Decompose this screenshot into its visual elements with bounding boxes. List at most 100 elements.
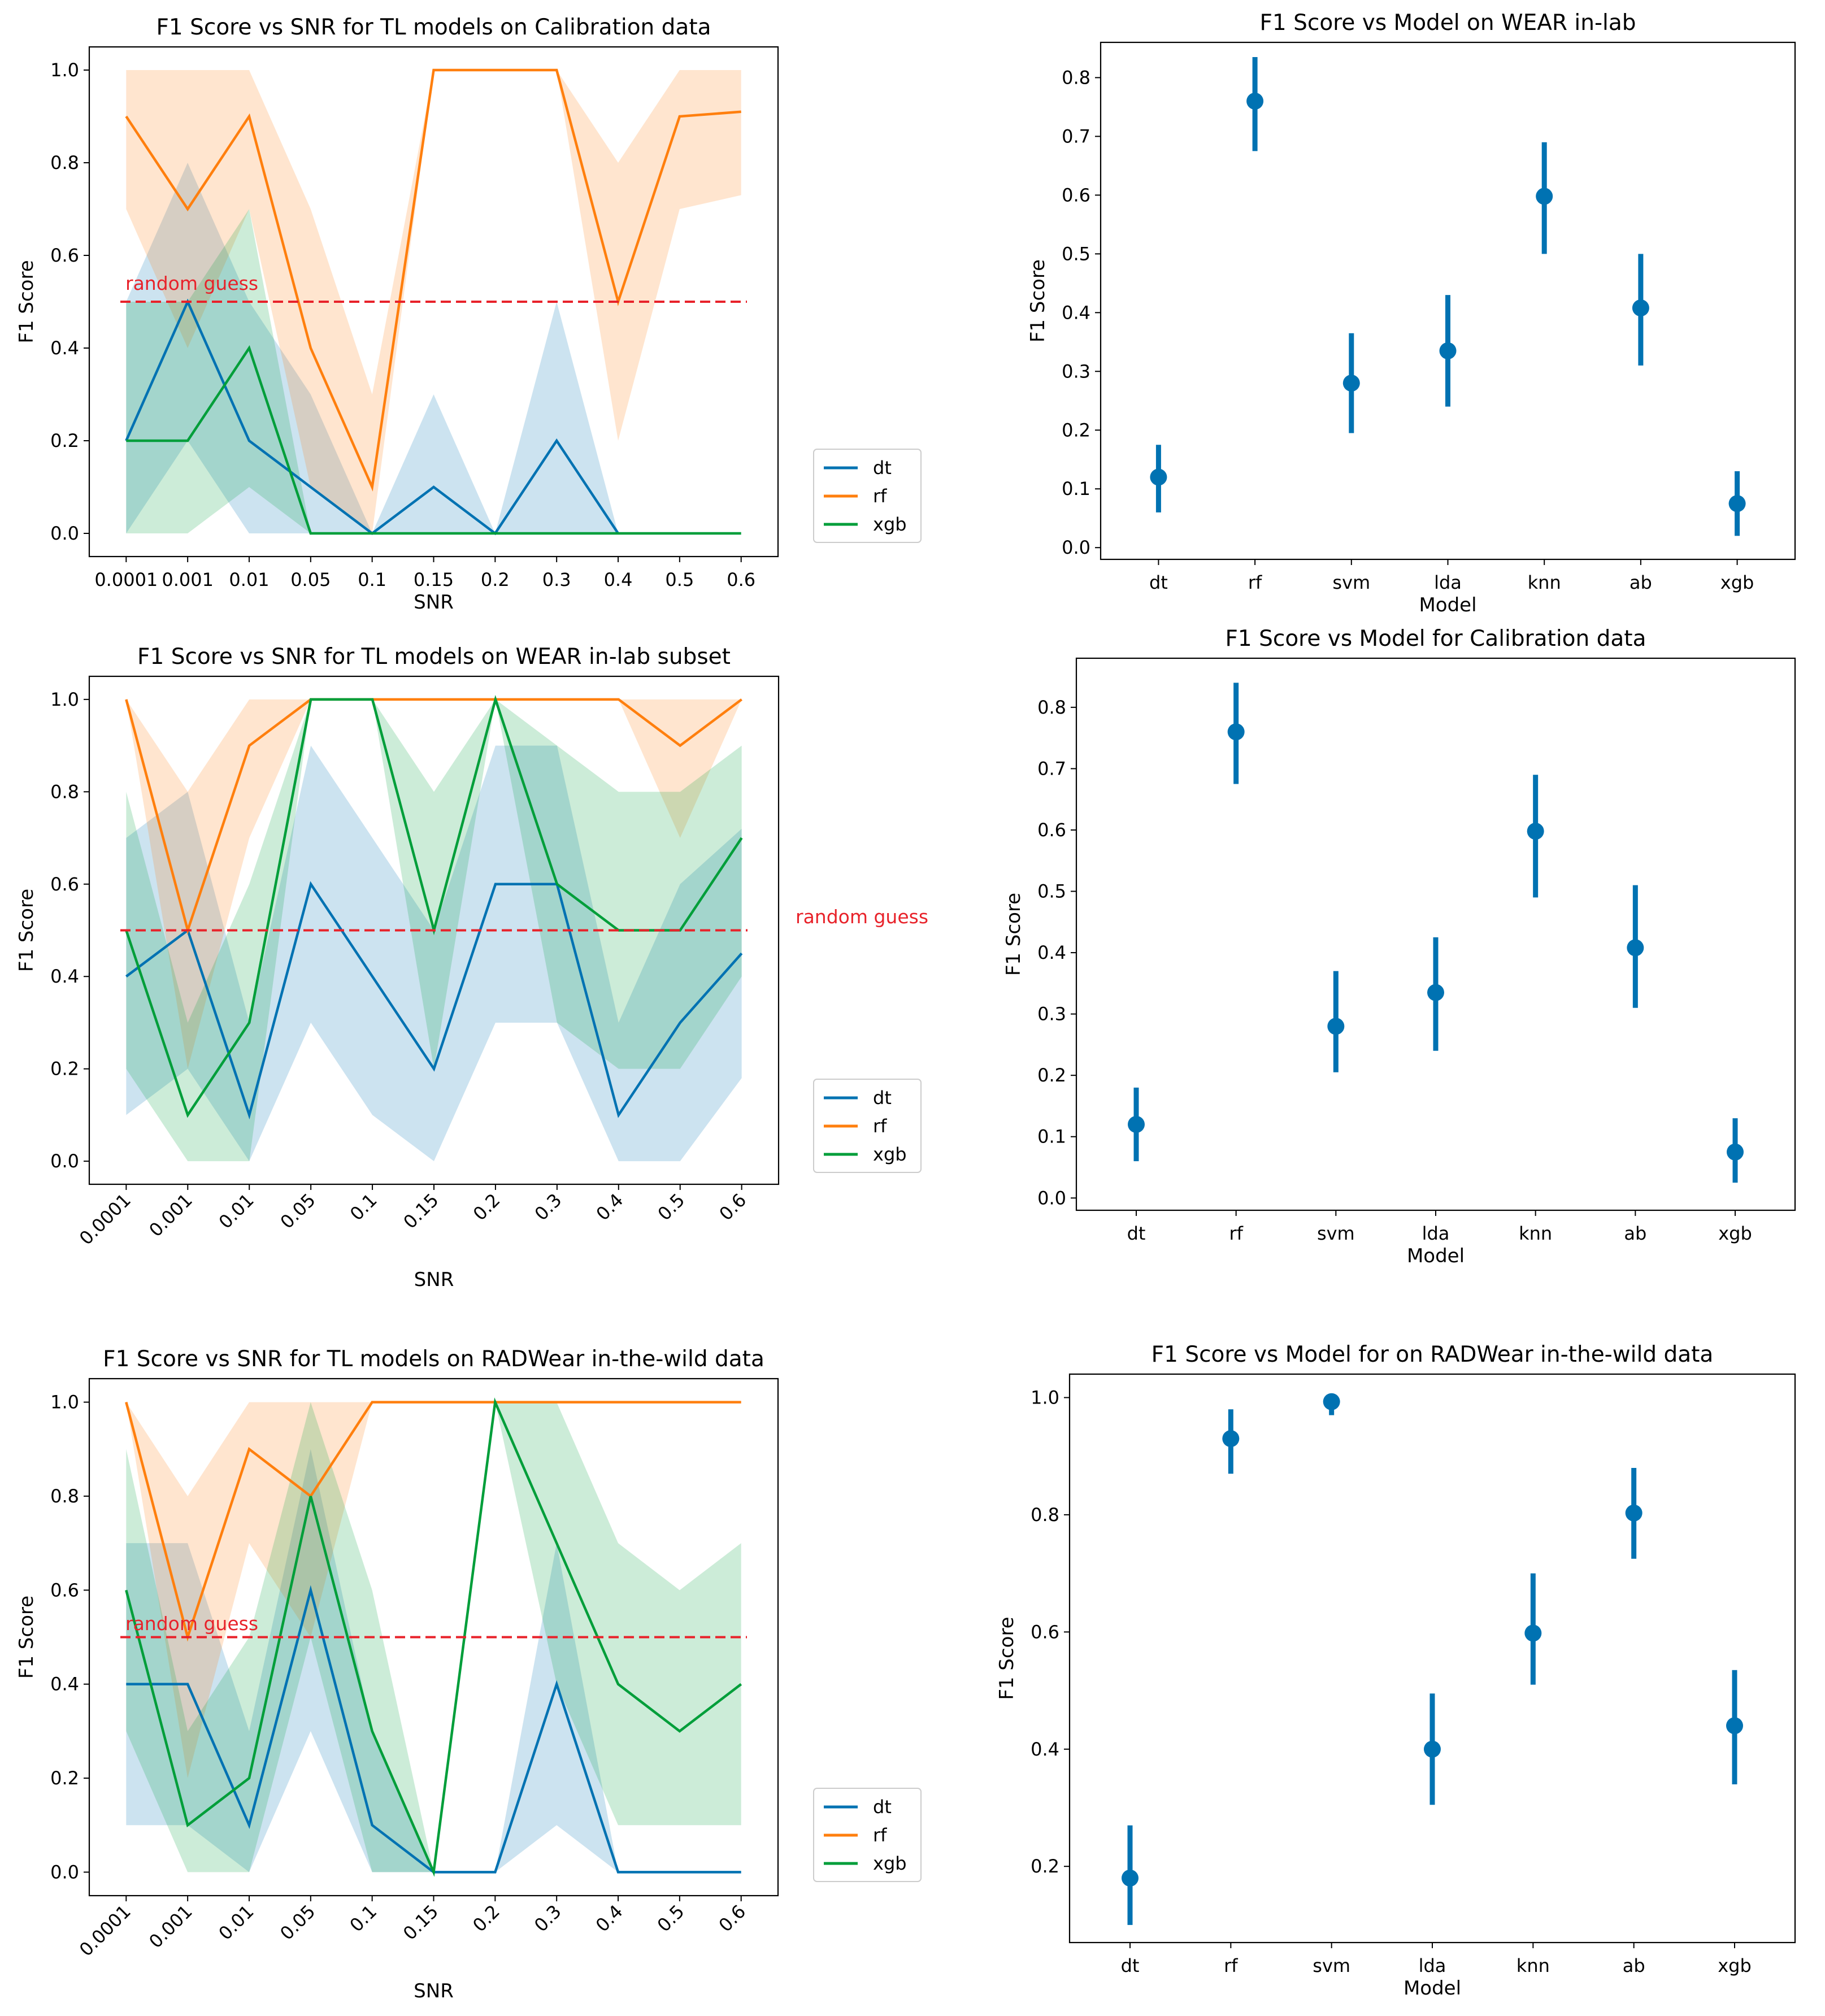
y-tick-label: 0.8 — [1031, 1504, 1059, 1526]
chart-title: F1 Score vs SNR for TL models on RADWear… — [103, 1346, 764, 1372]
y-tick-label: 0.7 — [1037, 758, 1066, 779]
x-tick-label: knn — [1528, 572, 1561, 593]
x-tick-label: knn — [1519, 1223, 1552, 1244]
point-estimate-svm — [1323, 1393, 1340, 1410]
x-tick-label: dt — [1149, 572, 1168, 593]
y-axis-label: F1 Score — [1002, 893, 1025, 976]
chart-panel-1: F1 Score vs Model on WEAR in-lab 0.0 0.1 0.… — [1027, 10, 1796, 616]
x-tick-label: lda — [1422, 1223, 1450, 1244]
x-tick-label: 0.001 — [162, 569, 214, 590]
y-tick-label: 0.4 — [1031, 1739, 1059, 1760]
ci-band-rf — [126, 1402, 741, 1779]
x-tick-label: 0.15 — [399, 1189, 442, 1233]
legend-box — [813, 1788, 922, 1882]
point-estimate-svm — [1342, 375, 1360, 392]
legend-label-xgb: xgb — [873, 514, 907, 535]
y-axis-label: F1 Score — [15, 260, 38, 343]
x-tick-label: 0.3 — [542, 569, 571, 590]
point-estimate-rf — [1222, 1430, 1240, 1448]
legend-label-dt: dt — [873, 1087, 892, 1109]
y-tick-label: 0.2 — [1037, 1065, 1066, 1086]
x-tick-label: 0.0001 — [75, 1901, 135, 1961]
ci-band-xgb — [126, 209, 741, 533]
y-axis-label: F1 Score — [15, 889, 38, 972]
legend: dt rf xgb — [813, 449, 922, 543]
plot-frame — [88, 1378, 779, 1897]
y-tick-label: 0.8 — [50, 1485, 79, 1507]
y-tick-label: 0.2 — [1062, 419, 1090, 441]
x-tick-label: svm — [1332, 572, 1370, 593]
legend: dt rf xgb — [813, 1788, 922, 1882]
x-tick-label: lda — [1419, 1955, 1446, 1976]
random-guess-label: random guess — [125, 1613, 258, 1635]
x-axis-label: SNR — [414, 1268, 454, 1291]
y-tick-label: 0.4 — [50, 966, 79, 987]
point-estimate-lda — [1424, 1740, 1441, 1758]
x-tick-label: 0.4 — [592, 1189, 628, 1225]
y-tick-label: 0.0 — [50, 1861, 79, 1883]
y-tick-label: 0.6 — [1031, 1621, 1059, 1643]
y-tick-label: 0.0 — [1037, 1187, 1066, 1209]
x-tick-label: 0.15 — [414, 569, 454, 590]
legend-label-rf: rf — [873, 1824, 887, 1846]
x-axis-label: SNR — [414, 591, 454, 614]
ci-band-dt — [126, 745, 742, 1162]
x-tick-label: rf — [1248, 572, 1262, 593]
x-tick-label: 0.1 — [345, 1901, 381, 1936]
x-tick-label: rf — [1224, 1955, 1238, 1976]
chart-panel-3: F1 Score vs Model for Calibration data 0.… — [1002, 626, 1796, 1267]
x-tick-label: 0.4 — [592, 1901, 627, 1936]
x-tick-label: lda — [1434, 572, 1462, 593]
plot-frame — [88, 675, 780, 1185]
x-tick-label: 0.001 — [145, 1189, 197, 1241]
y-tick-label: 0.6 — [50, 874, 79, 895]
legend-label-rf: rf — [873, 1115, 887, 1137]
x-tick-label: 0.01 — [229, 569, 269, 590]
x-tick-label: svm — [1313, 1955, 1350, 1976]
x-tick-label: 0.05 — [276, 1189, 320, 1233]
x-tick-label: 0.5 — [654, 1189, 689, 1225]
y-tick-label: 0.4 — [1037, 942, 1066, 963]
x-tick-label: 0.6 — [727, 569, 755, 590]
point-estimate-xgb — [1728, 495, 1746, 512]
point-estimate-knn — [1524, 1624, 1542, 1642]
x-tick-label: 0.05 — [276, 1901, 319, 1944]
x-tick-label: 0.0001 — [75, 1189, 135, 1249]
x-tick-label: 0.01 — [215, 1189, 258, 1233]
chart-panel-0: F1 Score vs SNR for TL models on Calibra… — [15, 15, 922, 614]
point-estimate-rf — [1227, 723, 1245, 741]
y-tick-label: 0.7 — [1062, 125, 1090, 147]
plot-frame — [1075, 657, 1796, 1211]
x-tick-label: 0.5 — [665, 569, 694, 590]
x-tick-label: 0.2 — [481, 569, 510, 590]
x-tick-label: dt — [1127, 1223, 1146, 1244]
y-tick-label: 0.2 — [50, 430, 79, 451]
y-tick-label: 0.4 — [1062, 302, 1090, 323]
chart-title: F1 Score vs Model for on RADWear in-the-… — [1152, 1342, 1714, 1367]
x-tick-label: 0.05 — [290, 569, 331, 590]
chart-panel-2: F1 Score vs SNR for TL models on WEAR in… — [15, 644, 928, 1291]
chart-title: F1 Score vs Model for Calibration data — [1225, 626, 1646, 651]
x-tick-label: ab — [1630, 572, 1652, 593]
point-estimate-knn — [1536, 188, 1553, 205]
y-tick-label: 0.5 — [1037, 881, 1066, 902]
legend-label-dt: dt — [873, 457, 892, 479]
x-axis-label: Model — [1403, 1977, 1461, 2000]
plot-frame — [1068, 1373, 1796, 1944]
legend-label-xgb: xgb — [873, 1144, 907, 1165]
x-axis-label: Model — [1407, 1245, 1465, 1267]
x-tick-label: 0.3 — [530, 1901, 566, 1936]
x-tick-label: 0.6 — [714, 1901, 750, 1936]
point-estimate-ab — [1632, 299, 1649, 316]
legend-label-dt: dt — [873, 1796, 892, 1818]
x-tick-label: dt — [1121, 1955, 1140, 1976]
x-tick-label: 0.15 — [399, 1901, 442, 1944]
point-estimate-xgb — [1726, 1717, 1743, 1735]
x-tick-label: ab — [1623, 1955, 1645, 1976]
y-tick-label: 0.6 — [1062, 184, 1090, 206]
y-tick-label: 0.3 — [1037, 1003, 1066, 1025]
y-tick-label: 0.2 — [50, 1767, 79, 1789]
y-tick-label: 0.4 — [50, 337, 79, 359]
plot-frame — [1100, 41, 1796, 561]
